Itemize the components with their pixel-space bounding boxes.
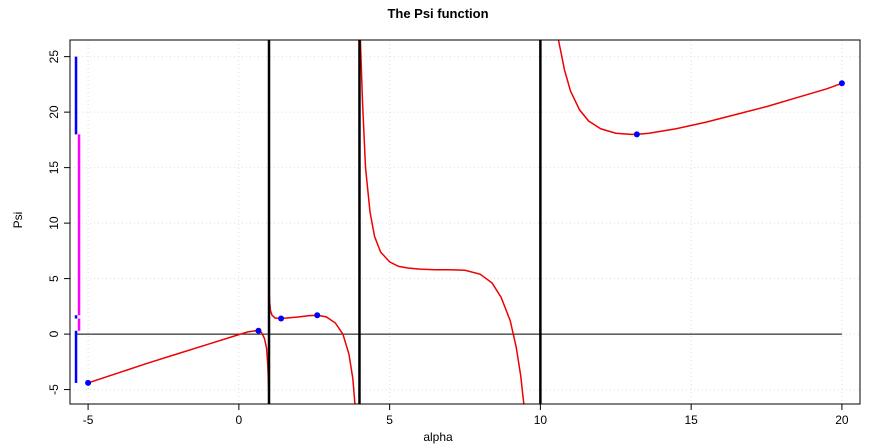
data-point [255, 327, 262, 334]
y-tick-label: 20 [47, 105, 61, 119]
psi-curve-segment [268, 290, 356, 405]
psi-curve-segment [557, 39, 843, 136]
x-tick-label: 5 [386, 413, 393, 427]
x-axis-label: alpha [423, 430, 453, 444]
y-axis: -5 0 5 10 15 20 25 [47, 50, 70, 395]
chart-title: The Psi function [387, 6, 488, 21]
x-tick-label: -5 [83, 413, 94, 427]
y-tick-label: 15 [47, 161, 61, 175]
y-tick-label: 10 [47, 216, 61, 230]
grid-layer [70, 40, 860, 404]
plot-frame [69, 39, 861, 405]
data-point [633, 131, 640, 138]
x-tick-label: 15 [684, 413, 698, 427]
y-tick-label: 5 [47, 275, 61, 282]
x-axis: -5 0 5 10 15 20 [83, 404, 849, 427]
psi-curve-segment [87, 330, 270, 405]
data-point [278, 315, 285, 322]
asymptote-layer [267, 40, 542, 404]
curve-layer [87, 39, 843, 405]
x-tick-label: 10 [534, 413, 548, 427]
x-tick-label: 0 [236, 413, 243, 427]
y-axis-label: Psi [11, 212, 25, 229]
y-tick-label: 0 [47, 330, 61, 337]
bar-layer [74, 56, 81, 383]
point-layer [85, 80, 845, 386]
psi-curve-segment [359, 39, 525, 405]
data-point [85, 379, 92, 386]
y-tick-label: -5 [47, 384, 61, 395]
data-point [314, 312, 321, 319]
data-point [838, 80, 845, 87]
y-tick-label: 25 [47, 50, 61, 64]
x-tick-label: 20 [835, 413, 849, 427]
